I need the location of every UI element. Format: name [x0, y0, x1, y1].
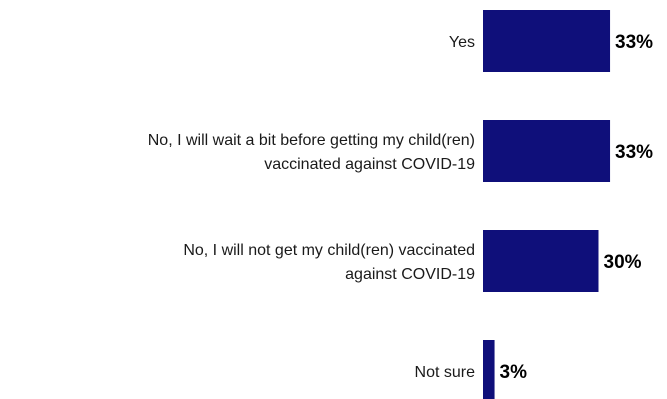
category-label-1: Yes [449, 34, 475, 51]
category-label-2-line-2: vaccinated against COVID-19 [264, 156, 475, 173]
category-label-4-line-1: Not sure [415, 364, 476, 381]
category-label-3-line-1: No, I will not get my child(ren) vaccina… [183, 242, 475, 259]
bar-1 [483, 10, 611, 72]
category-label-2: No, I will wait a bit before getting my … [148, 132, 475, 173]
value-label-2: 33% [615, 142, 653, 163]
category-label-3: No, I will not get my child(ren) vaccina… [183, 242, 475, 283]
value-label-3: 30% [604, 252, 642, 273]
category-label-3-line-2: against COVID-19 [345, 266, 475, 283]
category-label-1-line-1: Yes [449, 34, 475, 51]
category-label-4: Not sure [415, 364, 476, 381]
bar-3 [483, 230, 599, 292]
bar-4 [483, 340, 495, 399]
bar-2 [483, 120, 611, 182]
value-label-4: 3% [500, 362, 528, 383]
category-label-2-line-1: No, I will wait a bit before getting my … [148, 132, 475, 149]
bars-group [483, 10, 611, 399]
category-labels-group: Yes No, I will wait a bit before getting … [148, 34, 475, 381]
value-labels-group: 33% 33% 30% 3% [500, 32, 654, 383]
value-label-1: 33% [615, 32, 653, 53]
